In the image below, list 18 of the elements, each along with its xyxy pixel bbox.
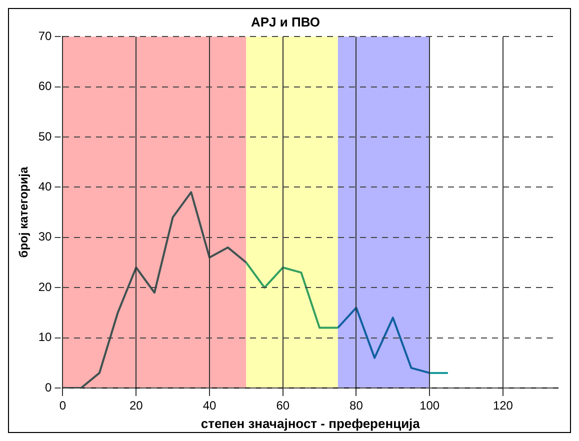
y-tick-label: 0 bbox=[45, 380, 52, 394]
y-tick-label: 50 bbox=[38, 129, 52, 144]
y-tick-label: 70 bbox=[38, 28, 52, 43]
y-axis-title: број категорија bbox=[16, 166, 31, 258]
x-tick-label: 100 bbox=[420, 398, 440, 413]
y-tick-label: 20 bbox=[38, 280, 52, 294]
x-axis-title: степен значајност - преференција bbox=[200, 416, 421, 431]
x-tick-label: 120 bbox=[492, 398, 514, 413]
y-tick-label: 10 bbox=[38, 330, 52, 344]
x-tick-label: 80 bbox=[350, 398, 364, 413]
x-tick-label: 40 bbox=[202, 398, 216, 413]
y-tick-label: 40 bbox=[38, 180, 52, 194]
x-tick-label: 0 bbox=[59, 398, 66, 413]
y-tick-label: 30 bbox=[38, 230, 52, 244]
x-tick-label: 20 bbox=[129, 398, 144, 413]
chart-title: APJ и ПВО bbox=[250, 14, 320, 30]
y-tick-label: 60 bbox=[38, 79, 52, 94]
x-tick-label: 60 bbox=[276, 398, 290, 413]
